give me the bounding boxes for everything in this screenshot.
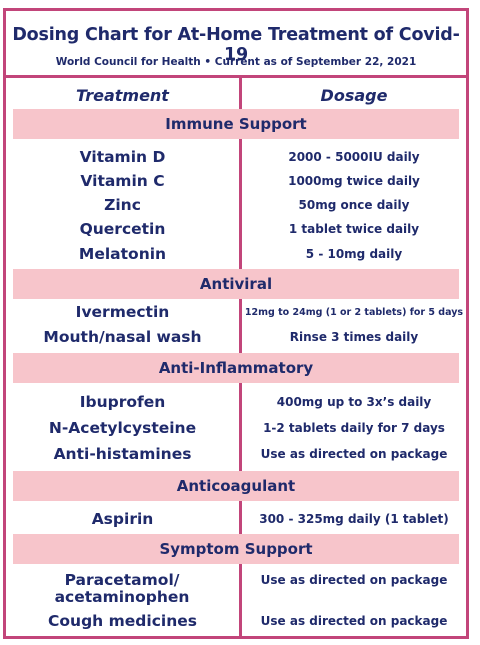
dosage-cell: 300 - 325mg daily (1 tablet): [259, 512, 449, 526]
dosage-cell: 1 tablet twice daily: [288, 222, 420, 236]
column-header-treatment: Treatment: [76, 86, 169, 105]
dosage-cell: 50mg once daily: [298, 198, 410, 212]
dosage-cell: Use as directed on package: [260, 447, 448, 461]
treatment-cell: Anti-histamines: [53, 445, 192, 463]
page-title: Dosing Chart for At-Home Treatment of Co…: [12, 25, 460, 65]
section-band-antiviral: Antiviral: [13, 269, 459, 299]
treatment-cell: Quercetin: [79, 220, 166, 238]
treatment-cell: Melatonin: [78, 245, 167, 263]
section-band-anti-inflammatory: Anti-Inflammatory: [13, 353, 459, 383]
section-band-immune-support: Immune Support: [13, 109, 459, 139]
treatment-cell: Vitamin C: [80, 172, 165, 190]
section-band-anticoagulant: Anticoagulant: [13, 471, 459, 501]
treatment-cell: Ivermectin: [75, 303, 170, 321]
dosage-cell: 1000mg twice daily: [288, 174, 420, 188]
dosage-cell: 12mg to 24mg (1 or 2 tablets) for 5 days: [244, 307, 464, 318]
dosage-cell: Use as directed on package: [260, 573, 448, 587]
treatment-cell: N-Acetylcysteine: [48, 419, 197, 437]
dosage-cell: 5 - 10mg daily: [305, 247, 403, 261]
section-band-symptom-support: Symptom Support: [13, 534, 459, 564]
dosage-cell: 2000 - 5000IU daily: [288, 150, 420, 164]
dosage-cell: Use as directed on package: [260, 614, 448, 628]
dosage-cell: Rinse 3 times daily: [289, 330, 419, 344]
treatment-cell: Ibuprofen: [79, 393, 166, 411]
page-subtitle: World Council for Health • Current as of…: [55, 56, 417, 68]
dosage-cell: 400mg up to 3x’s daily: [276, 395, 432, 409]
dosing-chart-frame: Dosing Chart for At-Home Treatment of Co…: [3, 8, 469, 639]
treatment-cell: Cough medicines: [48, 612, 197, 630]
chart-header: Dosing Chart for At-Home Treatment of Co…: [6, 11, 466, 78]
treatment-cell: Paracetamol/ acetaminophen: [54, 571, 190, 606]
treatment-cell: Zinc: [104, 196, 141, 214]
dosage-cell: 1-2 tablets daily for 7 days: [263, 421, 445, 435]
treatment-cell: Vitamin D: [79, 148, 166, 166]
column-header-dosage: Dosage: [320, 86, 388, 105]
treatment-cell: Mouth/nasal wash: [43, 328, 202, 346]
treatment-cell: Aspirin: [91, 510, 154, 528]
